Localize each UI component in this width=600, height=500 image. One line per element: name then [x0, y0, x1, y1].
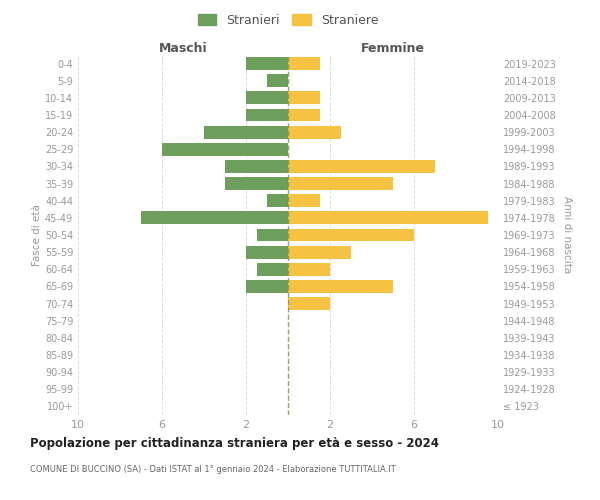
Text: Femmine: Femmine — [361, 42, 425, 55]
Bar — [257, 263, 288, 276]
Y-axis label: Fasce di età: Fasce di età — [32, 204, 42, 266]
Bar — [288, 228, 414, 241]
Bar — [246, 280, 288, 293]
Bar — [246, 57, 288, 70]
Text: Maschi: Maschi — [158, 42, 208, 55]
Y-axis label: Anni di nascita: Anni di nascita — [562, 196, 572, 274]
Bar — [246, 108, 288, 122]
Bar — [204, 126, 288, 138]
Bar — [288, 57, 320, 70]
Bar — [288, 263, 330, 276]
Bar — [288, 280, 393, 293]
Text: COMUNE DI BUCCINO (SA) - Dati ISTAT al 1° gennaio 2024 - Elaborazione TUTTITALIA: COMUNE DI BUCCINO (SA) - Dati ISTAT al 1… — [30, 466, 396, 474]
Bar — [246, 246, 288, 258]
Bar — [162, 143, 288, 156]
Bar — [257, 228, 288, 241]
Bar — [288, 194, 320, 207]
Bar — [288, 160, 435, 173]
Bar — [288, 246, 351, 258]
Bar — [288, 212, 487, 224]
Bar — [288, 108, 320, 122]
Bar — [288, 92, 320, 104]
Bar — [225, 177, 288, 190]
Bar — [288, 126, 341, 138]
Legend: Stranieri, Straniere: Stranieri, Straniere — [193, 8, 383, 32]
Bar — [267, 194, 288, 207]
Bar — [225, 160, 288, 173]
Bar — [267, 74, 288, 87]
Bar — [288, 297, 330, 310]
Bar — [288, 177, 393, 190]
Bar — [246, 92, 288, 104]
Bar — [141, 212, 288, 224]
Text: Popolazione per cittadinanza straniera per età e sesso - 2024: Popolazione per cittadinanza straniera p… — [30, 438, 439, 450]
